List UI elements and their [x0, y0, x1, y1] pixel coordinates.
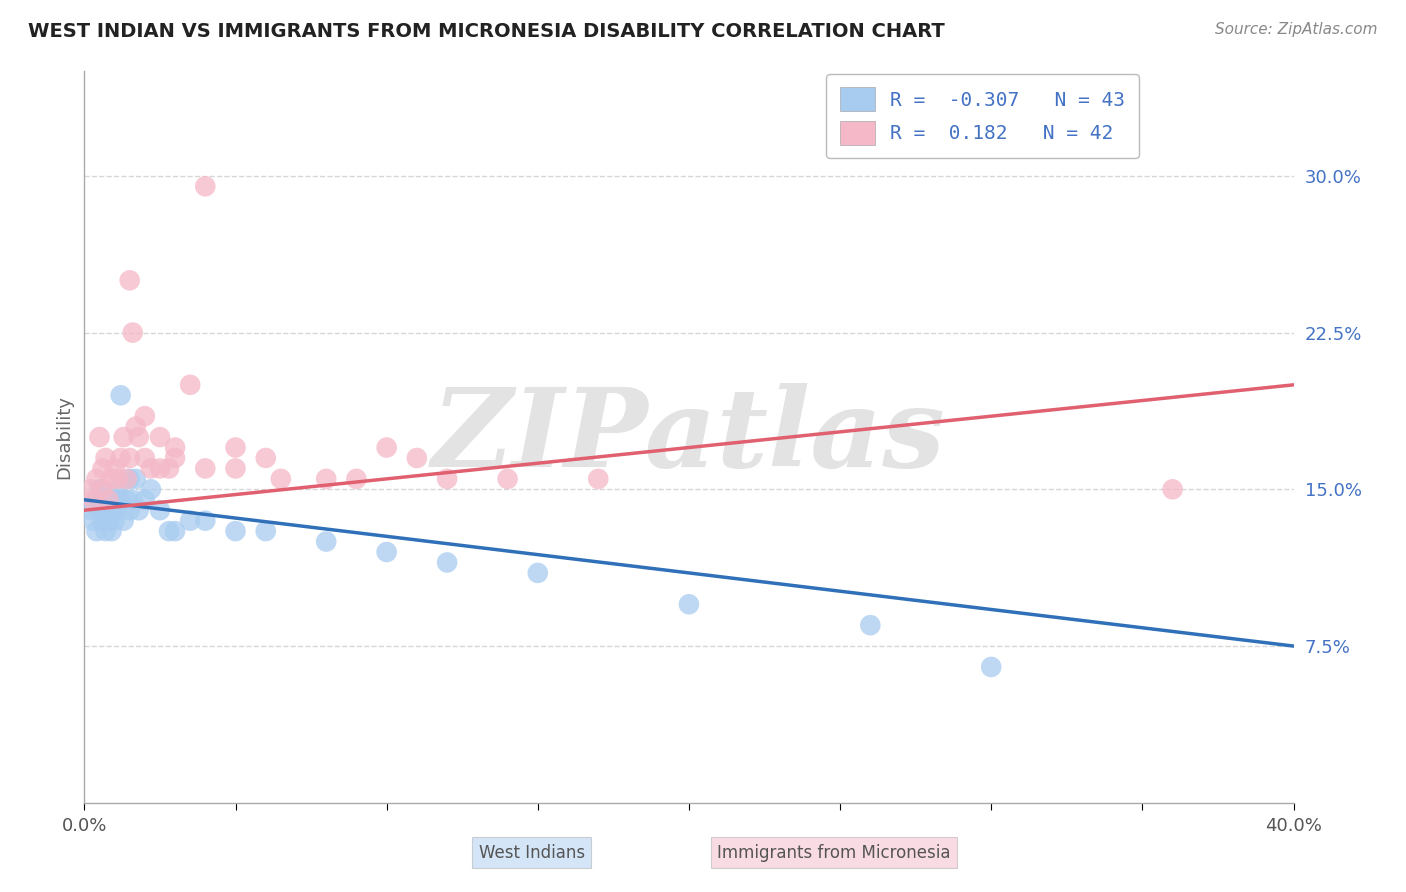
Point — [86, 524, 108, 538]
Point — [115, 492, 138, 507]
Point — [436, 556, 458, 570]
Point — [149, 461, 172, 475]
Point — [97, 492, 120, 507]
Point — [315, 472, 337, 486]
Point — [125, 419, 148, 434]
Point — [100, 472, 122, 486]
Point — [110, 492, 132, 507]
Point — [588, 472, 610, 486]
Point — [100, 524, 122, 538]
Point — [375, 441, 398, 455]
Point — [157, 461, 180, 475]
Point — [94, 450, 117, 465]
Point — [315, 534, 337, 549]
Point — [139, 461, 162, 475]
Point — [110, 388, 132, 402]
Point — [79, 483, 101, 497]
Point — [118, 450, 141, 465]
Text: Immigrants from Micronesia: Immigrants from Micronesia — [717, 844, 950, 862]
Point — [121, 326, 143, 340]
Point — [79, 503, 101, 517]
Point — [104, 514, 127, 528]
Point — [94, 503, 117, 517]
Point — [194, 514, 217, 528]
Point — [980, 660, 1002, 674]
Point — [125, 472, 148, 486]
Legend: R =  -0.307   N = 43, R =  0.182   N = 42: R = -0.307 N = 43, R = 0.182 N = 42 — [825, 74, 1139, 158]
Text: Source: ZipAtlas.com: Source: ZipAtlas.com — [1215, 22, 1378, 37]
Point — [179, 377, 201, 392]
Point — [112, 514, 135, 528]
Point — [107, 483, 129, 497]
Point — [118, 503, 141, 517]
Point — [139, 483, 162, 497]
Point — [859, 618, 882, 632]
Y-axis label: Disability: Disability — [55, 395, 73, 479]
Point — [254, 524, 277, 538]
Point — [91, 492, 114, 507]
Point — [194, 179, 217, 194]
Point — [406, 450, 429, 465]
Point — [157, 524, 180, 538]
Point — [346, 472, 368, 486]
Point — [100, 503, 122, 517]
Point — [179, 514, 201, 528]
Point — [678, 597, 700, 611]
Point — [82, 492, 104, 507]
Point — [128, 430, 150, 444]
Point — [121, 492, 143, 507]
Point — [115, 472, 138, 486]
Point — [82, 514, 104, 528]
Point — [94, 524, 117, 538]
Point — [436, 472, 458, 486]
Point — [254, 450, 277, 465]
Point — [86, 472, 108, 486]
Point — [149, 503, 172, 517]
Point — [375, 545, 398, 559]
Point — [165, 524, 187, 538]
Point — [225, 441, 247, 455]
Point — [91, 483, 114, 497]
Point — [118, 273, 141, 287]
Point — [112, 430, 135, 444]
Point — [165, 450, 187, 465]
Text: WEST INDIAN VS IMMIGRANTS FROM MICRONESIA DISABILITY CORRELATION CHART: WEST INDIAN VS IMMIGRANTS FROM MICRONESI… — [28, 22, 945, 41]
Point — [97, 492, 120, 507]
Text: ZIPatlas: ZIPatlas — [432, 384, 946, 491]
Point — [89, 503, 111, 517]
Point — [104, 461, 127, 475]
Point — [110, 450, 132, 465]
Point — [91, 461, 114, 475]
Point — [86, 492, 108, 507]
Point — [128, 503, 150, 517]
Point — [118, 472, 141, 486]
Point — [165, 441, 187, 455]
Point — [134, 409, 156, 424]
Point — [134, 450, 156, 465]
Point — [225, 461, 247, 475]
Point — [225, 524, 247, 538]
Point — [107, 503, 129, 517]
Point — [97, 514, 120, 528]
Point — [104, 492, 127, 507]
Point — [149, 430, 172, 444]
Point — [89, 430, 111, 444]
Point — [527, 566, 550, 580]
Text: West Indians: West Indians — [478, 844, 585, 862]
Point — [194, 461, 217, 475]
Point — [134, 492, 156, 507]
Point — [270, 472, 292, 486]
Point — [91, 514, 114, 528]
Point — [107, 472, 129, 486]
Point — [1161, 483, 1184, 497]
Point — [89, 483, 111, 497]
Point — [496, 472, 519, 486]
